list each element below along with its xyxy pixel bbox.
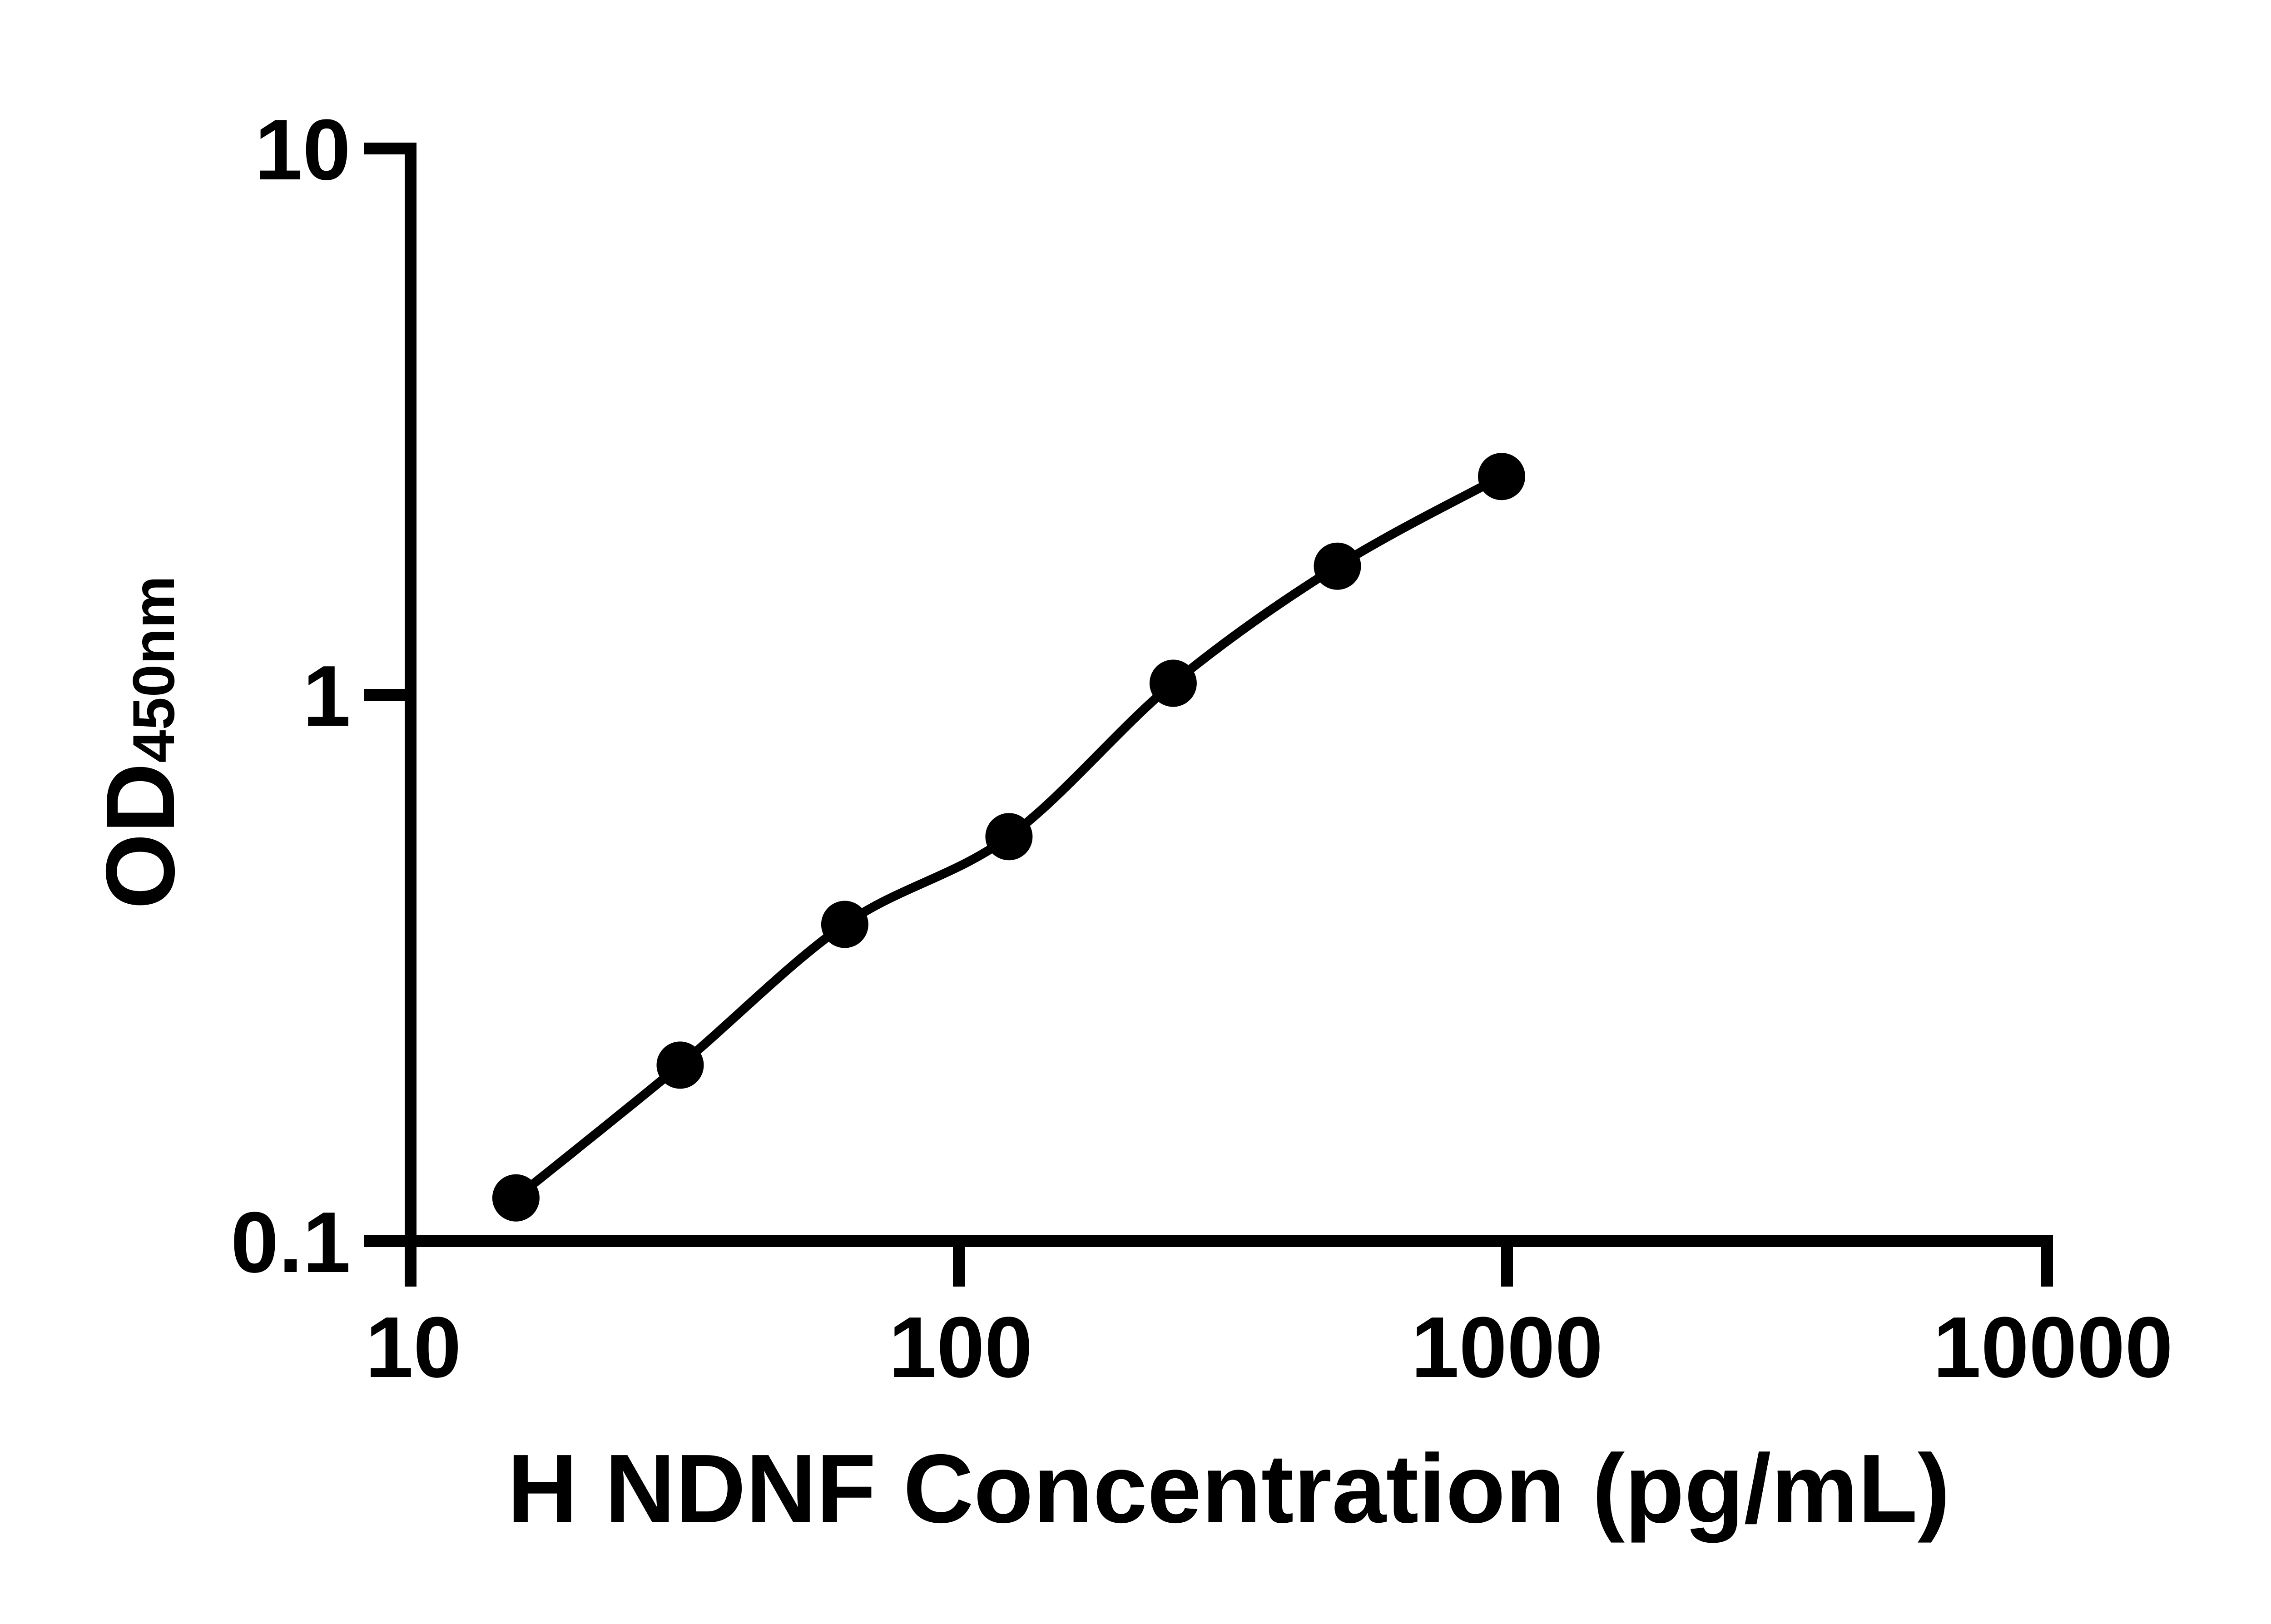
- x-axis-title: H NDNF Concentration (pg/mL): [507, 1434, 1950, 1543]
- data-point-marker: [1149, 659, 1197, 707]
- data-point-marker: [656, 1041, 704, 1089]
- data-point-marker: [821, 901, 868, 948]
- x-tick-label-10: 10: [365, 1299, 461, 1396]
- y-tick-label-1: 1: [302, 648, 351, 744]
- y-tick-label-0-1: 0.1: [231, 1194, 351, 1291]
- x-axis: [364, 1235, 2053, 1287]
- data-point-marker: [1478, 453, 1525, 500]
- data-points: [492, 453, 1525, 1222]
- y-tick-label-10: 10: [255, 102, 351, 198]
- y-axis: [364, 143, 417, 1287]
- x-tick-label-1000: 1000: [1411, 1299, 1603, 1396]
- data-point-marker: [985, 813, 1033, 861]
- x-tick-label-10000: 10000: [1933, 1299, 2173, 1396]
- x-tick-label-100: 100: [888, 1299, 1032, 1396]
- y-axis-title-main: OD: [85, 763, 195, 910]
- data-point-marker: [1314, 542, 1361, 590]
- y-axis-title: OD450nm: [85, 576, 195, 909]
- data-point-marker: [492, 1174, 540, 1222]
- y-axis-title-subscript: 450nm: [120, 576, 187, 763]
